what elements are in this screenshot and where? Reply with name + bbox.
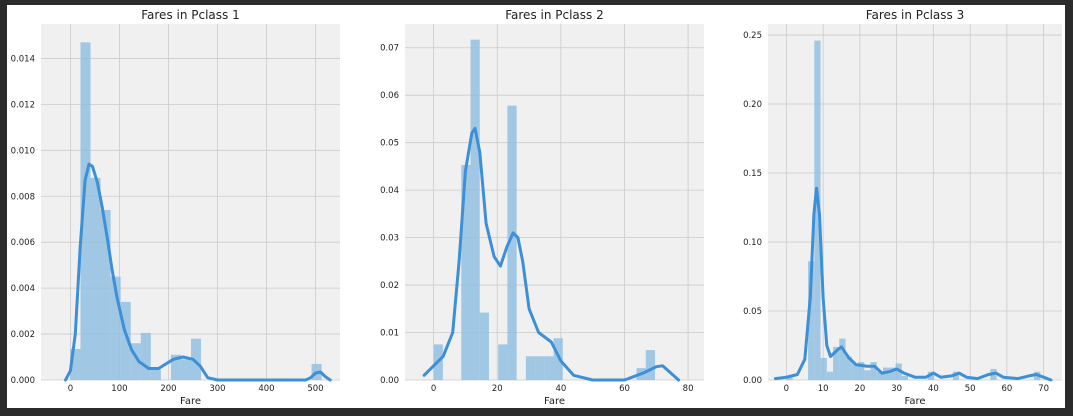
histogram-bar — [470, 39, 480, 380]
x-tick-label: 300 — [209, 384, 225, 394]
histogram-bar — [814, 40, 821, 381]
x-tick-label: 80 — [683, 384, 694, 394]
chart-title: Fares in Pclass 3 — [866, 8, 965, 22]
figure: 0 100 200 300 400 500 0.000 0.002 0.004 0.006 0.00… — [7, 5, 1065, 408]
histogram-bar — [808, 261, 815, 380]
histogram-bar — [461, 164, 471, 380]
chart-title: Fares in Pclass 1 — [141, 8, 240, 22]
y-tick-label: 0.002 — [11, 330, 35, 340]
x-tick-label: 40 — [928, 384, 939, 394]
histogram-bar — [90, 177, 101, 380]
x-axis-label: Fare — [544, 396, 565, 407]
x-tick-label: 70 — [1038, 384, 1049, 394]
subplot-3: 0 10 20 30 40 50 60 70 0.00 0.05 0.10 0.15 0.20 0.25 F… — [743, 8, 1062, 407]
y-tick-label: 0.20 — [743, 100, 762, 110]
histogram-bar — [826, 371, 834, 380]
y-tick-label: 0.15 — [743, 169, 762, 179]
y-tick-label: 0.03 — [380, 234, 399, 244]
histogram-bar — [858, 362, 865, 380]
chart-title: Fares in Pclass 2 — [505, 8, 604, 22]
y-tick-label: 0.006 — [11, 238, 35, 248]
chart-canvas: 0 100 200 300 400 5000.0000.0020.0040.0060.00… — [11, 8, 1062, 407]
x-axis-label: Fare — [180, 396, 201, 407]
histogram-bar — [80, 42, 91, 380]
histogram-bar — [525, 356, 536, 380]
y-tick-label: 0.04 — [380, 186, 399, 196]
histogram-bar — [535, 356, 545, 380]
x-tick-label: 20 — [492, 384, 503, 394]
histogram-bar — [70, 348, 81, 380]
y-tick-label: 0.25 — [743, 31, 762, 41]
x-tick-label: 0 — [431, 384, 436, 394]
plot-area — [405, 24, 704, 380]
y-tick-label: 0.010 — [11, 146, 35, 156]
x-tick-label: 200 — [160, 384, 176, 394]
y-tick-label: 0.05 — [743, 307, 762, 317]
kde-line — [773, 186, 1053, 382]
x-tick-label: 50 — [965, 384, 976, 394]
histogram-bar — [820, 357, 827, 380]
y-tick-label: 0.07 — [380, 44, 399, 54]
y-tick-label: 0.05 — [380, 139, 399, 149]
y-tick-label: 0.014 — [11, 54, 35, 64]
x-tick-label: 20 — [854, 384, 865, 394]
y-tick-label: 0.10 — [743, 238, 762, 248]
x-tick-label: 500 — [307, 384, 323, 394]
y-tick-label: 0.06 — [380, 91, 399, 101]
histogram-bar — [864, 370, 871, 380]
subplot-2: 0 20 40 60 80 0.00 0.01 0.02 0.03 0.04 0.05 0.06 0.0… — [380, 8, 704, 407]
subplot-1: 0 100 200 300 400 500 0.000 0.002 0.004 0.006 0.00… — [11, 8, 340, 407]
histogram-bar — [901, 375, 909, 380]
kde-line — [64, 162, 332, 382]
y-tick-label: 0.00 — [380, 376, 399, 386]
histogram-bar — [876, 371, 884, 380]
histogram-bar — [110, 276, 121, 380]
histogram-bar — [100, 210, 111, 380]
histogram-bar — [140, 332, 151, 380]
x-tick-label: 0 — [68, 384, 73, 394]
y-tick-label: 0.01 — [380, 329, 399, 339]
x-tick-label: 100 — [111, 384, 127, 394]
histogram-bar — [645, 350, 656, 380]
histogram-bar — [190, 338, 202, 380]
histogram-bar — [851, 363, 859, 380]
histogram-bar — [870, 362, 877, 380]
x-tick-label: 30 — [891, 384, 902, 394]
histogram-bar — [130, 343, 141, 380]
y-tick-label: 0.012 — [11, 100, 35, 110]
histogram-bar — [833, 346, 840, 380]
y-tick-label: 0.004 — [11, 284, 35, 294]
y-tick-label: 0.008 — [11, 192, 35, 202]
histogram-bar — [544, 356, 554, 380]
histogram-bar — [150, 369, 161, 380]
histogram-bar — [889, 367, 896, 380]
histogram-bar — [120, 301, 131, 380]
histogram-bar — [839, 338, 846, 380]
histogram-bar — [479, 312, 489, 380]
x-tick-label: 10 — [818, 384, 829, 394]
histogram-bar — [507, 105, 517, 380]
x-axis-label: Fare — [904, 396, 925, 407]
histogram-bar — [170, 354, 181, 380]
x-tick-label: 60 — [1001, 384, 1012, 394]
histogram-bar — [845, 356, 852, 380]
histogram-bar — [498, 344, 508, 380]
x-tick-label: 60 — [619, 384, 630, 394]
x-tick-label: 400 — [258, 384, 274, 394]
x-tick-label: 0 — [784, 384, 789, 394]
histogram-bar — [180, 359, 191, 380]
y-tick-label: 0.000 — [11, 376, 35, 386]
y-tick-label: 0.00 — [743, 376, 762, 386]
kde-line — [422, 126, 681, 382]
x-tick-label: 40 — [555, 384, 566, 394]
histogram-bar — [553, 338, 563, 380]
y-tick-label: 0.02 — [380, 281, 399, 291]
